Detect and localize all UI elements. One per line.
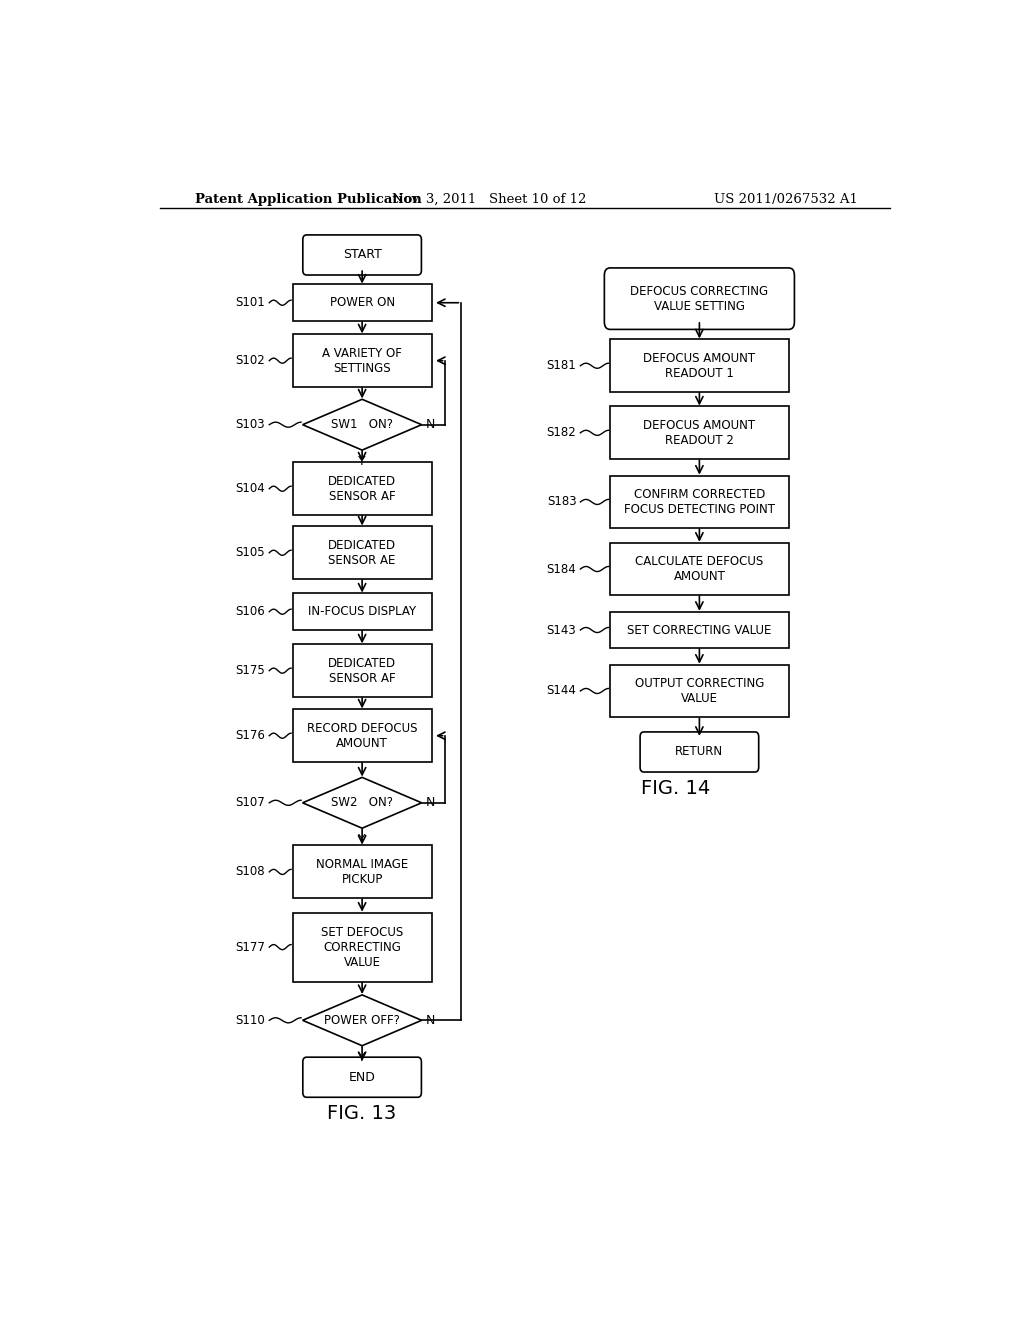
Text: Y: Y (358, 833, 366, 846)
Text: S181: S181 (547, 359, 577, 372)
Text: SET DEFOCUS
CORRECTING
VALUE: SET DEFOCUS CORRECTING VALUE (321, 925, 403, 969)
Text: POWER OFF?: POWER OFF? (325, 1014, 400, 1027)
Text: NORMAL IMAGE
PICKUP: NORMAL IMAGE PICKUP (316, 858, 409, 886)
Text: START: START (343, 248, 382, 261)
Text: DEDICATED
SENSOR AE: DEDICATED SENSOR AE (328, 539, 396, 566)
Text: S110: S110 (236, 1014, 265, 1027)
Text: S182: S182 (547, 426, 577, 440)
Text: US 2011/0267532 A1: US 2011/0267532 A1 (714, 193, 858, 206)
Bar (293, 334, 431, 387)
Text: N: N (426, 796, 435, 809)
Text: N: N (426, 418, 435, 432)
Text: DEDICATED
SENSOR AF: DEDICATED SENSOR AF (328, 475, 396, 503)
Text: A VARIETY OF
SETTINGS: A VARIETY OF SETTINGS (323, 347, 402, 375)
Text: S102: S102 (236, 354, 265, 367)
Text: S143: S143 (547, 623, 577, 636)
Text: SW1   ON?: SW1 ON? (331, 418, 393, 432)
Bar (293, 846, 431, 899)
Bar (610, 407, 788, 459)
Bar (293, 594, 431, 630)
Text: S106: S106 (236, 605, 265, 618)
Text: DEFOCUS AMOUNT
READOUT 2: DEFOCUS AMOUNT READOUT 2 (643, 418, 756, 447)
Text: FIG. 13: FIG. 13 (328, 1105, 396, 1123)
Text: S175: S175 (236, 664, 265, 677)
FancyBboxPatch shape (303, 1057, 422, 1097)
Polygon shape (303, 399, 422, 450)
Text: Y: Y (358, 455, 366, 469)
Bar (293, 462, 431, 515)
Text: Y: Y (358, 1051, 366, 1064)
Text: S104: S104 (236, 482, 265, 495)
Text: S105: S105 (236, 546, 265, 560)
FancyBboxPatch shape (604, 268, 795, 330)
Text: S176: S176 (236, 729, 265, 742)
Bar (293, 912, 431, 982)
Text: S184: S184 (547, 562, 577, 576)
Bar (293, 644, 431, 697)
Text: DEFOCUS AMOUNT
READOUT 1: DEFOCUS AMOUNT READOUT 1 (643, 351, 756, 380)
Text: IN-FOCUS DISPLAY: IN-FOCUS DISPLAY (308, 605, 416, 618)
Polygon shape (303, 777, 422, 828)
Text: S177: S177 (236, 941, 265, 953)
Text: CONFIRM CORRECTED
FOCUS DETECTING POINT: CONFIRM CORRECTED FOCUS DETECTING POINT (624, 488, 775, 516)
Polygon shape (303, 995, 422, 1045)
Text: POWER ON: POWER ON (330, 296, 394, 309)
Text: DEDICATED
SENSOR AF: DEDICATED SENSOR AF (328, 656, 396, 685)
FancyBboxPatch shape (303, 235, 422, 275)
Bar (610, 475, 788, 528)
Text: N: N (426, 1014, 435, 1027)
Text: RECORD DEFOCUS
AMOUNT: RECORD DEFOCUS AMOUNT (307, 722, 418, 750)
Text: CALCULATE DEFOCUS
AMOUNT: CALCULATE DEFOCUS AMOUNT (635, 554, 764, 583)
Text: Nov. 3, 2011   Sheet 10 of 12: Nov. 3, 2011 Sheet 10 of 12 (392, 193, 587, 206)
Bar (610, 339, 788, 392)
Text: DEFOCUS CORRECTING
VALUE SETTING: DEFOCUS CORRECTING VALUE SETTING (631, 285, 768, 313)
Text: END: END (349, 1071, 376, 1084)
Text: S144: S144 (547, 685, 577, 697)
Text: S101: S101 (236, 296, 265, 309)
Text: FIG. 14: FIG. 14 (641, 779, 711, 799)
Text: Patent Application Publication: Patent Application Publication (196, 193, 422, 206)
Bar (610, 611, 788, 648)
Text: S107: S107 (236, 796, 265, 809)
Bar (293, 527, 431, 579)
Bar (610, 664, 788, 718)
Text: S183: S183 (547, 495, 577, 508)
Text: SET CORRECTING VALUE: SET CORRECTING VALUE (628, 623, 771, 636)
Text: RETURN: RETURN (676, 746, 723, 759)
Bar (293, 284, 431, 321)
Bar (293, 709, 431, 762)
Text: S108: S108 (236, 866, 265, 878)
FancyBboxPatch shape (640, 731, 759, 772)
Text: SW2   ON?: SW2 ON? (331, 796, 393, 809)
Bar (610, 543, 788, 595)
Text: OUTPUT CORRECTING
VALUE: OUTPUT CORRECTING VALUE (635, 677, 764, 705)
Text: S103: S103 (236, 418, 265, 432)
